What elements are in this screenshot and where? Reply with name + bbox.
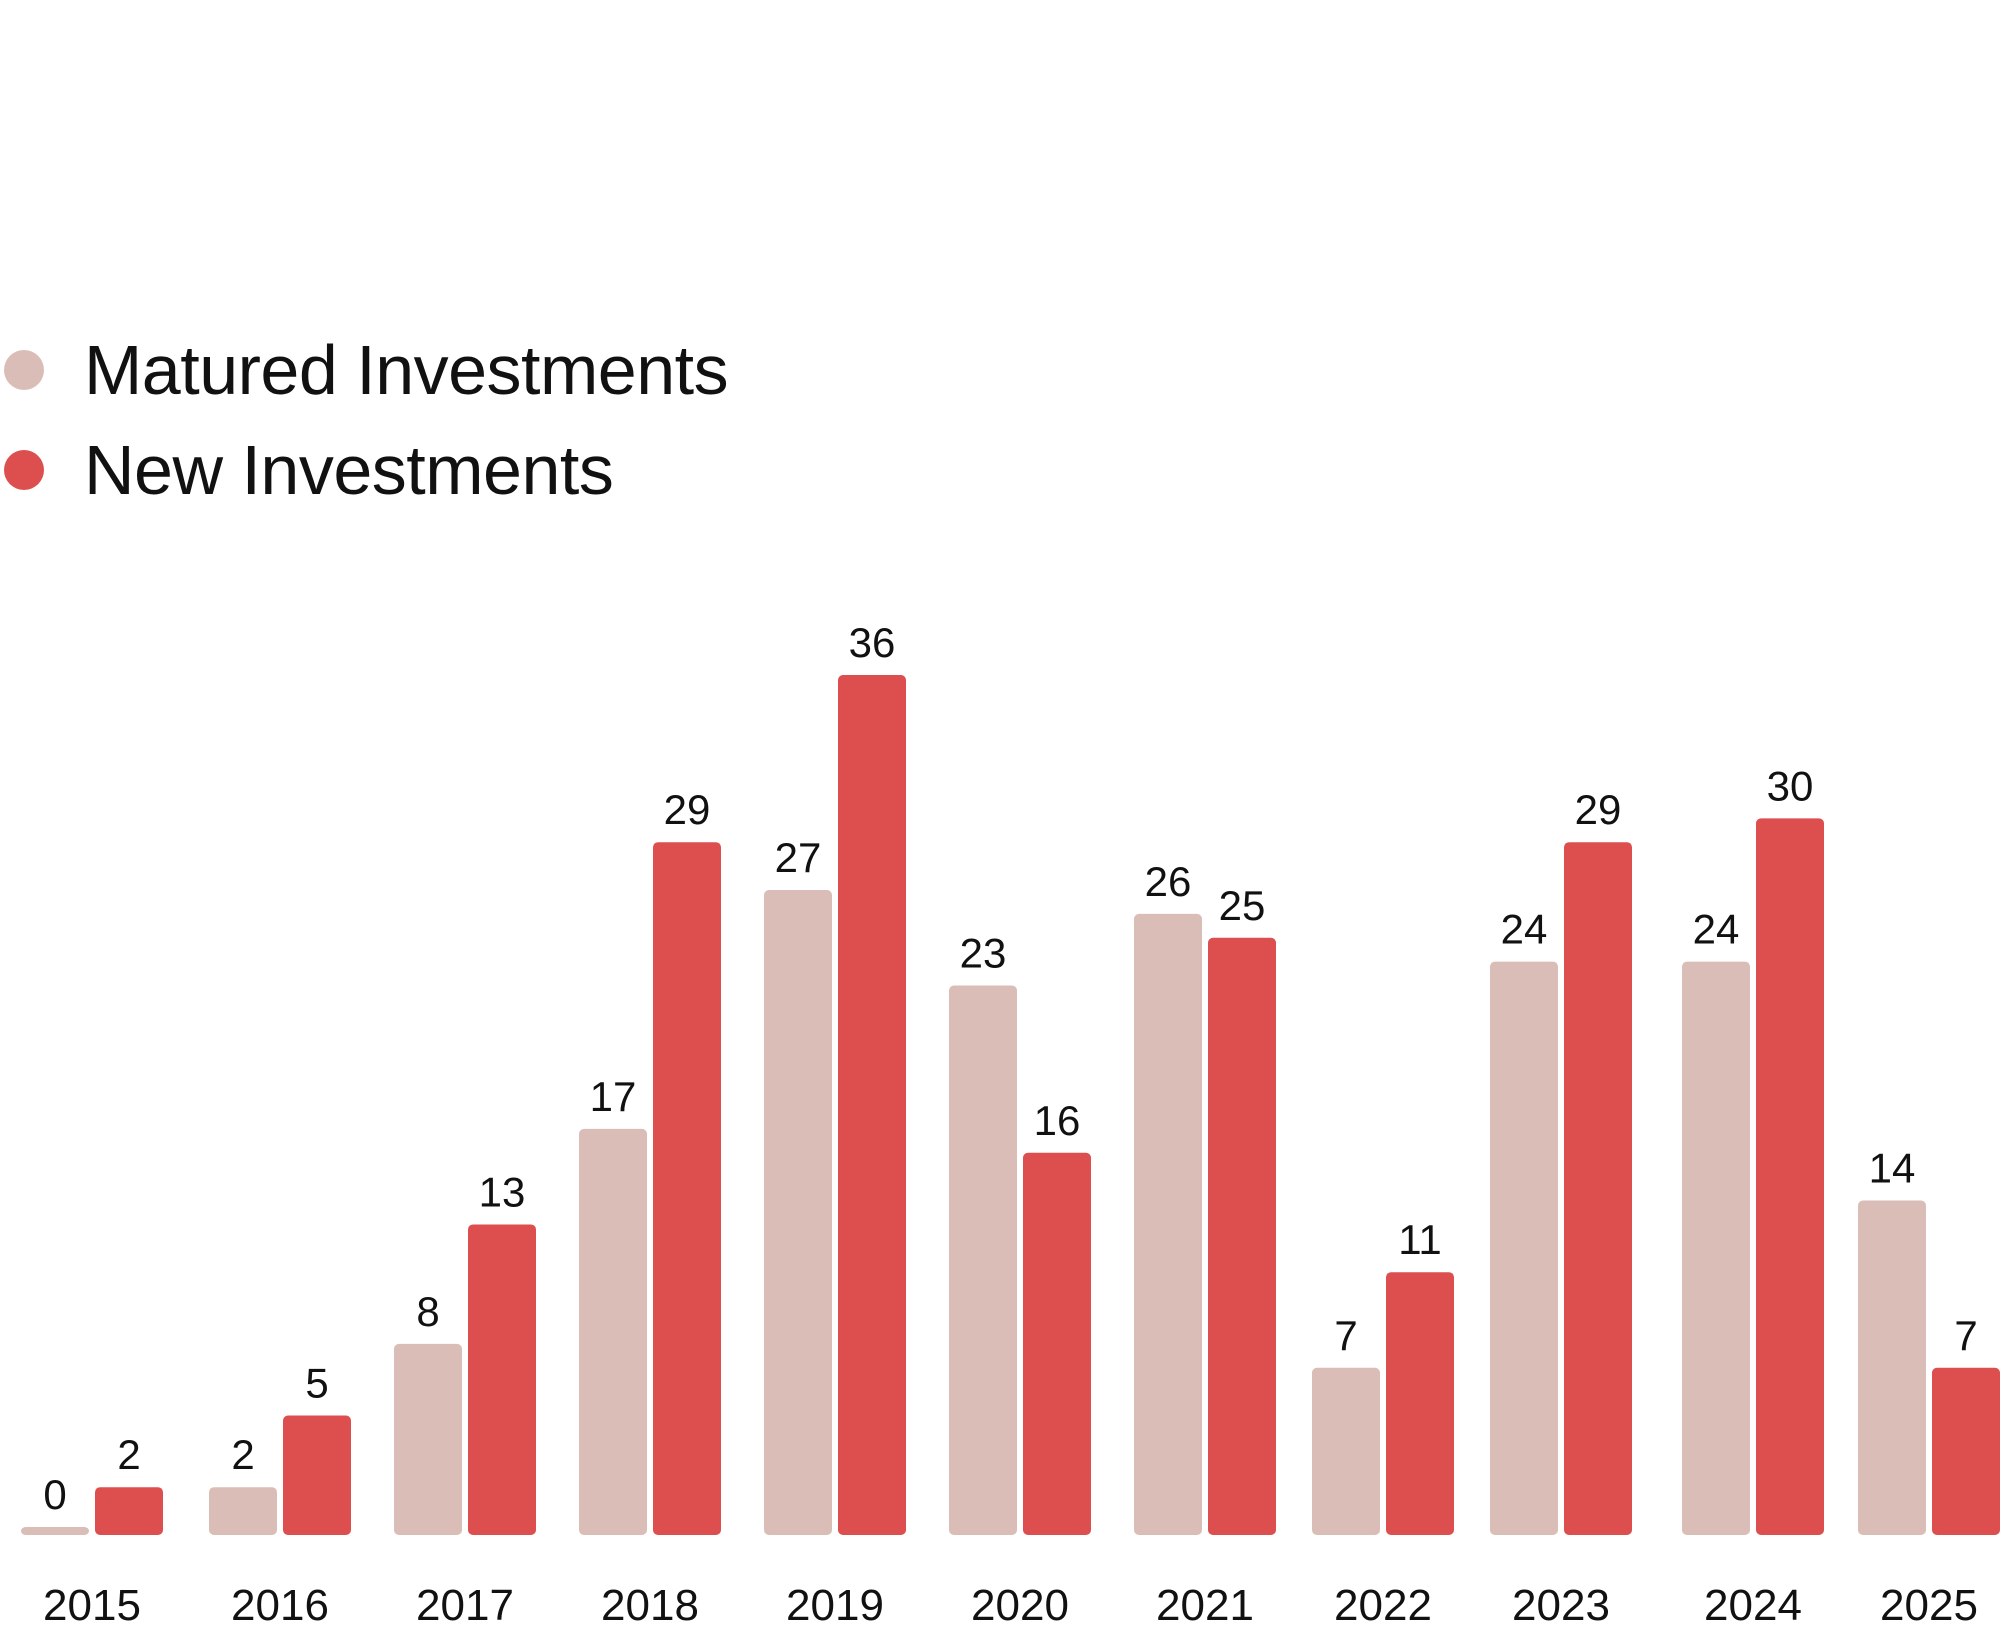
bar-new-2015: [95, 1487, 163, 1535]
x-tick-label-2022: 2022: [1334, 1581, 1432, 1625]
bar-new-2023: [1564, 842, 1632, 1535]
data-label-new-2017: 13: [479, 1168, 526, 1215]
data-label-new-2015: 2: [117, 1431, 140, 1478]
data-label-matured-2016: 2: [231, 1431, 254, 1478]
legend-item-matured: Matured Investments: [0, 320, 729, 420]
bar-matured-2023: [1490, 961, 1558, 1535]
data-label-matured-2020: 23: [960, 930, 1007, 977]
legend-dot-new: [4, 450, 44, 490]
bar-new-2018: [653, 842, 721, 1535]
x-tick-label-2020: 2020: [971, 1581, 1069, 1625]
bar-new-2020: [1023, 1152, 1091, 1535]
data-label-new-2021: 25: [1219, 882, 1266, 929]
data-label-matured-2018: 17: [590, 1073, 637, 1120]
bar-new-2019: [838, 675, 906, 1535]
x-tick-label-2021: 2021: [1156, 1581, 1254, 1625]
bar-matured-2024: [1682, 961, 1750, 1535]
data-label-new-2016: 5: [305, 1360, 328, 1407]
bar-new-2016: [283, 1415, 351, 1535]
bar-matured-2021: [1134, 913, 1202, 1535]
bar-new-2021: [1208, 937, 1276, 1535]
bar-new-2024: [1756, 818, 1824, 1535]
bar-matured-2015: [21, 1527, 89, 1535]
bar-matured-2017: [394, 1343, 462, 1535]
data-label-matured-2025: 14: [1869, 1145, 1916, 1192]
data-label-matured-2024: 24: [1693, 906, 1740, 953]
bar-matured-2016: [209, 1487, 277, 1535]
data-label-new-2020: 16: [1034, 1097, 1081, 1144]
data-label-matured-2017: 8: [416, 1288, 439, 1335]
data-label-new-2019: 36: [849, 619, 896, 666]
bar-matured-2025: [1858, 1200, 1926, 1535]
legend-dot-matured: [4, 350, 44, 390]
x-tick-label-2019: 2019: [786, 1581, 884, 1625]
bar-matured-2019: [764, 890, 832, 1535]
legend-label-matured: Matured Investments: [84, 331, 729, 409]
x-tick-label-2015: 2015: [43, 1581, 141, 1625]
bar-new-2025: [1932, 1367, 2000, 1535]
x-tick-label-2016: 2016: [231, 1581, 329, 1625]
data-label-matured-2019: 27: [775, 834, 822, 881]
data-label-matured-2022: 7: [1334, 1312, 1357, 1359]
x-tick-label-2025: 2025: [1880, 1581, 1978, 1625]
data-label-new-2022: 11: [1398, 1216, 1442, 1263]
bar-matured-2018: [579, 1128, 647, 1535]
bar-new-2022: [1386, 1272, 1454, 1535]
data-label-new-2023: 29: [1575, 786, 1622, 833]
data-label-matured-2023: 24: [1501, 906, 1548, 953]
legend-label-new: New Investments: [84, 431, 614, 509]
data-label-new-2024: 30: [1767, 762, 1814, 809]
legend-item-new: New Investments: [0, 420, 728, 520]
bar-matured-2020: [949, 985, 1017, 1535]
data-label-matured-2021: 26: [1145, 858, 1192, 905]
legend: Matured Investments New Investments: [0, 320, 729, 520]
x-tick-label-2018: 2018: [601, 1581, 699, 1625]
x-tick-label-2024: 2024: [1704, 1581, 1802, 1625]
x-tick-label-2023: 2023: [1512, 1581, 1610, 1625]
x-tick-label-2017: 2017: [416, 1581, 514, 1625]
data-label-new-2025: 7: [1954, 1312, 1977, 1359]
bar-matured-2022: [1312, 1367, 1380, 1535]
bar-new-2017: [468, 1224, 536, 1535]
data-label-matured-2015: 0: [43, 1471, 66, 1518]
data-label-new-2018: 29: [664, 786, 711, 833]
